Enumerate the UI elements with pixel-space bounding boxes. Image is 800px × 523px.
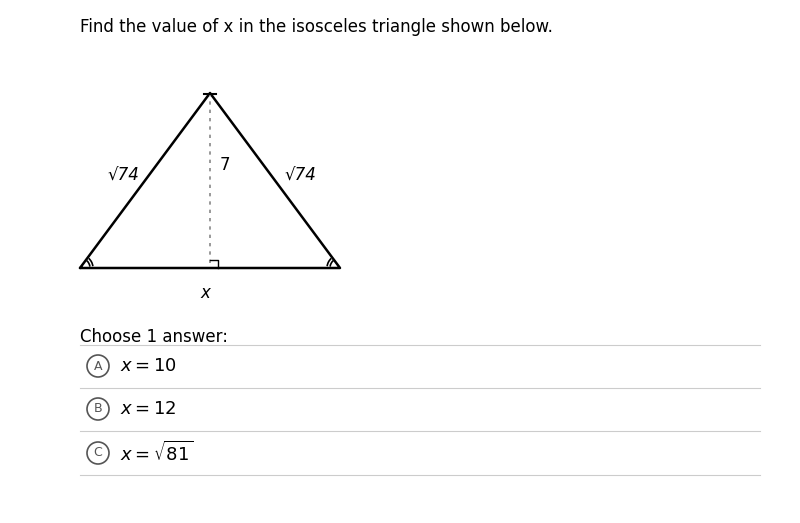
Text: $x = \sqrt{81}$: $x = \sqrt{81}$ (120, 441, 193, 465)
Text: Choose 1 answer:: Choose 1 answer: (80, 328, 228, 346)
Text: √74: √74 (107, 166, 139, 185)
Text: A: A (94, 359, 102, 372)
Text: $x = 12$: $x = 12$ (120, 400, 177, 418)
Text: B: B (94, 403, 102, 415)
Text: x: x (200, 284, 210, 302)
Text: Find the value of x in the isosceles triangle shown below.: Find the value of x in the isosceles tri… (80, 18, 553, 36)
Text: C: C (94, 447, 102, 460)
Text: $x = 10$: $x = 10$ (120, 357, 177, 375)
Text: √74: √74 (284, 166, 316, 185)
Text: 7: 7 (220, 156, 230, 175)
